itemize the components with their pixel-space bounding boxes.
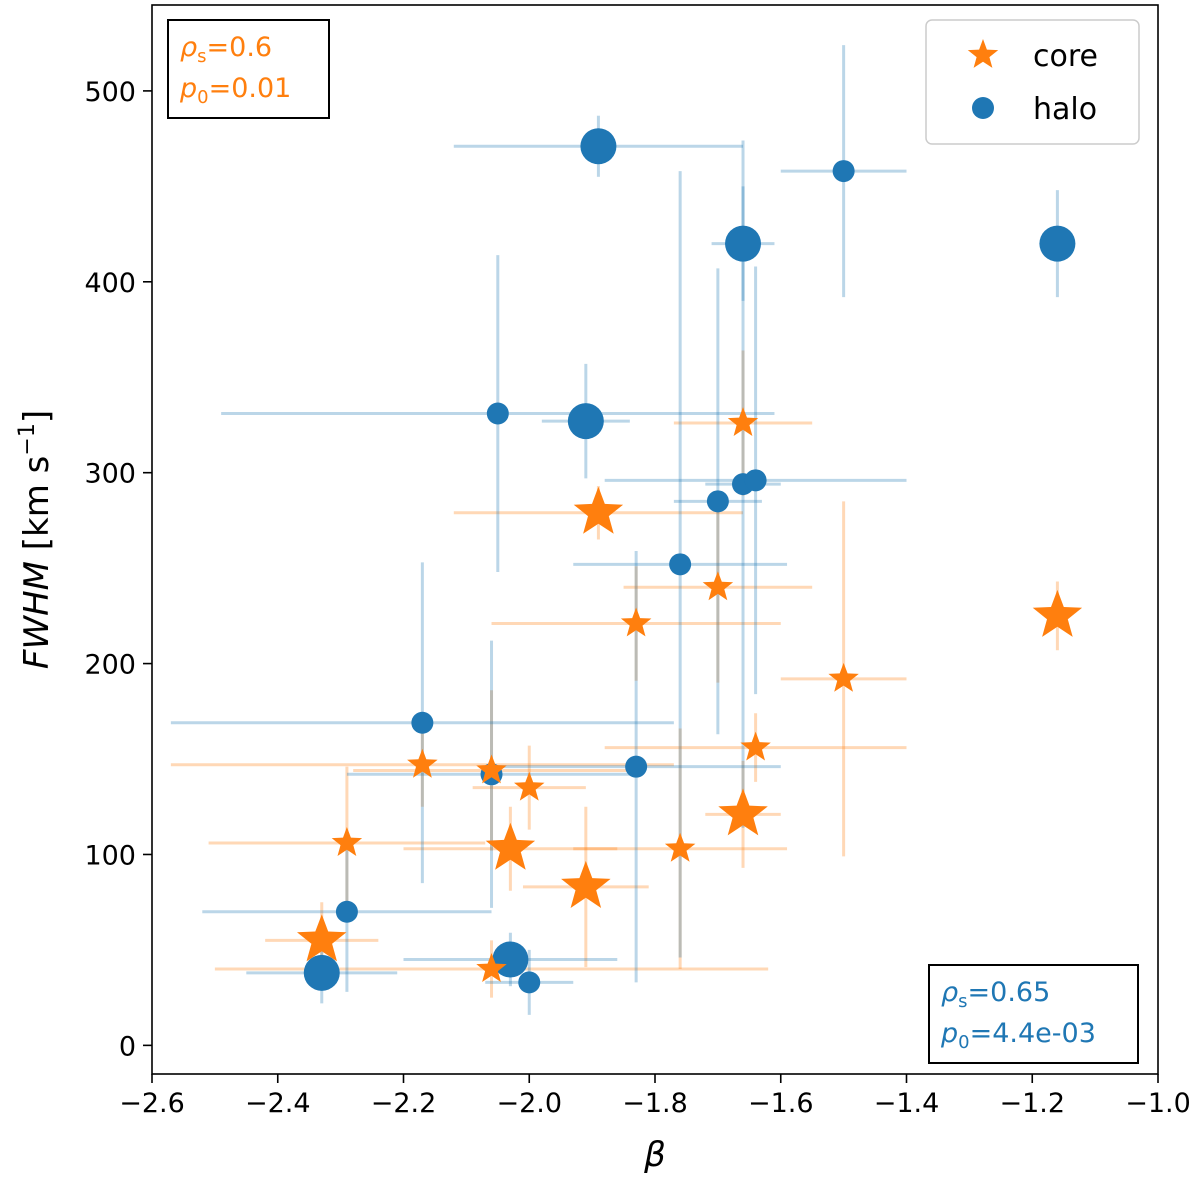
core-point bbox=[702, 571, 734, 601]
x-tick-label: −2.0 bbox=[496, 1088, 562, 1119]
core-point bbox=[476, 953, 507, 982]
halo-point bbox=[625, 755, 648, 778]
core-point bbox=[828, 662, 859, 692]
x-tick-label: −1.0 bbox=[1125, 1088, 1191, 1119]
legend-core-label: core bbox=[1033, 39, 1098, 74]
y-tick-label: 500 bbox=[84, 77, 136, 108]
core-point bbox=[485, 822, 536, 870]
x-tick-label: −2.4 bbox=[245, 1088, 311, 1119]
axes: −2.6 −2.4 −2.2 −2.0 −1.8 −1.6 −1.4 −1.2 −1.0 0 100… bbox=[15, 4, 1191, 1175]
core-point bbox=[331, 827, 363, 856]
spearman-rho: ρs=0.65 bbox=[941, 977, 1050, 1012]
legend-core-marker bbox=[967, 39, 999, 68]
y-tick-label: 200 bbox=[84, 650, 136, 681]
annotation-frame bbox=[167, 19, 330, 119]
x-axis-label: β bbox=[643, 1135, 666, 1175]
x-tick-label: −1.6 bbox=[748, 1088, 814, 1119]
halo-point bbox=[744, 469, 767, 492]
legend-halo-marker bbox=[972, 97, 994, 119]
halo-point bbox=[492, 941, 529, 978]
legend: core halo bbox=[925, 19, 1140, 145]
halo-point bbox=[303, 954, 340, 991]
x-tick-label: −1.8 bbox=[622, 1088, 688, 1119]
y-tick-label: 0 bbox=[119, 1031, 136, 1062]
halo-point bbox=[486, 402, 509, 425]
core-stats-box: ρs=0.6 p0=0.01 bbox=[167, 19, 330, 119]
core-point bbox=[573, 486, 624, 534]
p-value: p0=4.4e-03 bbox=[940, 1018, 1096, 1053]
halo-point bbox=[706, 490, 729, 513]
halo-point bbox=[725, 225, 762, 262]
plot-area bbox=[170, 45, 1083, 1015]
core-point bbox=[727, 407, 759, 436]
halo-point bbox=[567, 403, 604, 440]
x-tick-label: −2.6 bbox=[119, 1088, 185, 1119]
legend-halo-label: halo bbox=[1033, 92, 1097, 127]
halo-point bbox=[669, 553, 692, 576]
spearman-rho: ρs=0.6 bbox=[180, 32, 272, 67]
core-point bbox=[664, 832, 696, 862]
y-tick-label: 400 bbox=[84, 268, 136, 299]
halo-point bbox=[335, 900, 358, 923]
core-point bbox=[561, 860, 611, 908]
core-point bbox=[297, 914, 347, 962]
core-point bbox=[407, 748, 438, 778]
x-tick-label: −1.2 bbox=[999, 1088, 1065, 1119]
y-tick-label: 100 bbox=[84, 840, 136, 871]
core-point bbox=[740, 731, 771, 761]
core-point bbox=[476, 754, 507, 784]
halo-point bbox=[580, 128, 617, 165]
core-point bbox=[514, 771, 545, 801]
p-value: p0=0.01 bbox=[179, 73, 291, 108]
halo-stats-box: ρs=0.65 p0=4.4e-03 bbox=[928, 964, 1139, 1064]
halo-point bbox=[411, 711, 434, 734]
core-point bbox=[620, 607, 652, 637]
halo-point bbox=[832, 160, 855, 183]
axes-frame bbox=[151, 4, 1159, 1075]
x-tick-label: −1.4 bbox=[874, 1088, 940, 1119]
core-point bbox=[1032, 589, 1083, 637]
core-point bbox=[718, 788, 768, 836]
y-tick-label: 300 bbox=[84, 459, 136, 490]
halo-point bbox=[518, 971, 541, 994]
annotations: ρs=0.6 p0=0.01 ρs=0.65 p0=4.4e-03 bbox=[167, 19, 1139, 1064]
halo-point bbox=[1039, 225, 1076, 262]
x-tick-label: −2.2 bbox=[371, 1088, 437, 1119]
y-axis-label: FWHM [km s−1] bbox=[15, 410, 57, 669]
annotation-frame bbox=[928, 964, 1139, 1064]
